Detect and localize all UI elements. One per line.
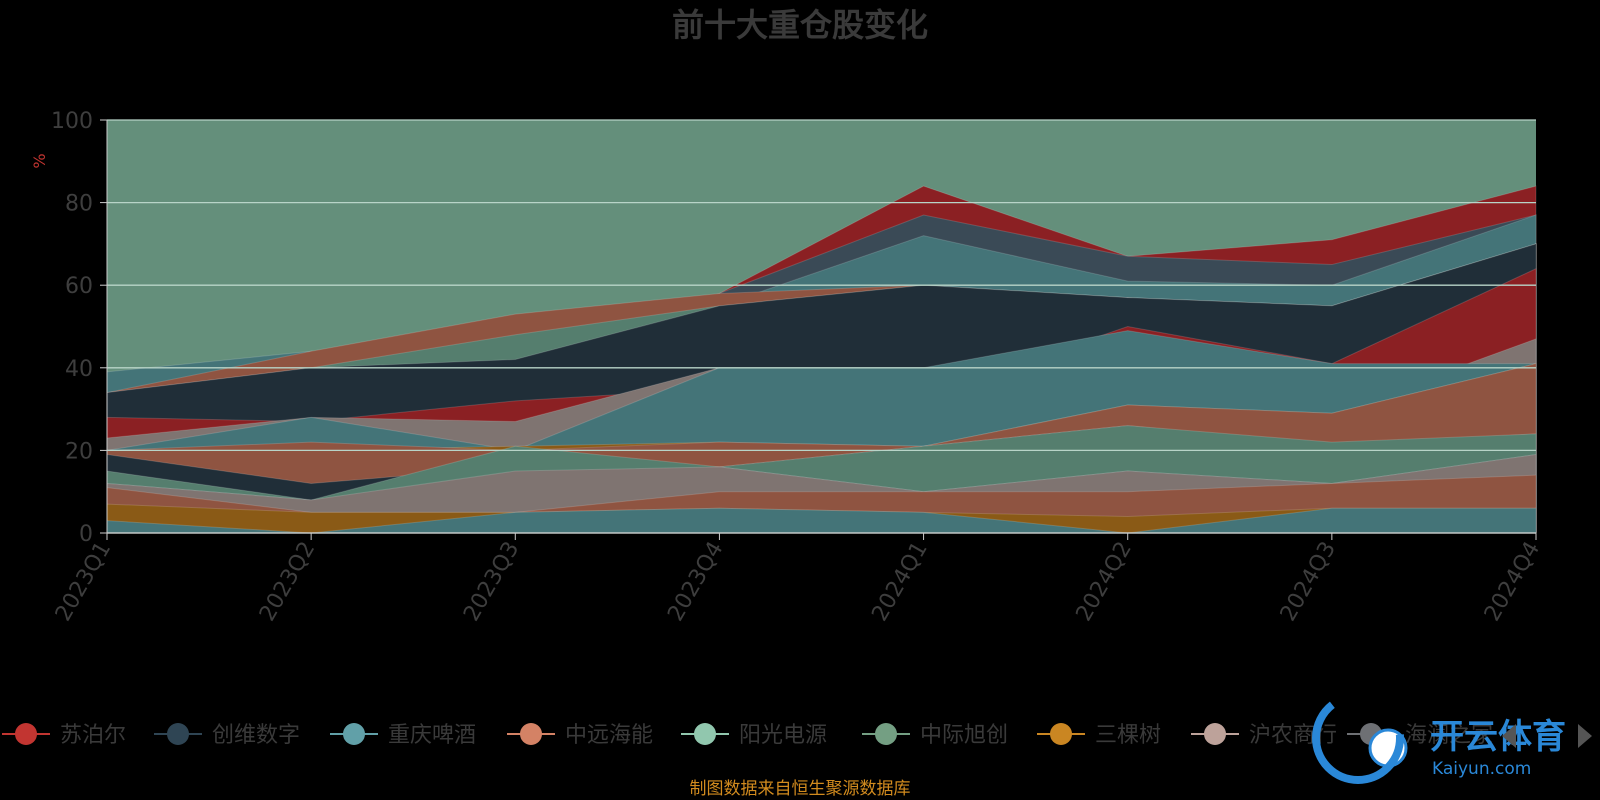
legend-marker-icon	[15, 723, 37, 745]
legend-next-arrow-icon[interactable]	[1578, 724, 1592, 748]
x-tick-label: 2024Q1	[867, 538, 932, 626]
x-tick-label: 2024Q2	[1072, 538, 1137, 626]
x-tick-label: 2024Q4	[1480, 538, 1545, 626]
legend-label: 阳光电源	[739, 723, 827, 748]
legend-item[interactable]: 中远海能	[507, 723, 653, 748]
legend-item[interactable]: 创维数字	[154, 723, 300, 748]
x-tick-label: 2023Q2	[255, 538, 320, 626]
legend-label: 中际旭创	[920, 723, 1008, 748]
legend-marker-icon	[520, 723, 542, 745]
x-tick-label: 2023Q1	[51, 538, 116, 626]
legend-marker-icon	[694, 723, 716, 745]
legend-marker-icon	[1050, 723, 1072, 745]
legend-item[interactable]: 重庆啤酒	[330, 723, 476, 748]
y-tick-label: 60	[65, 274, 93, 299]
legend-item[interactable]: 中际旭创	[862, 723, 1008, 748]
legend-marker-icon	[343, 723, 365, 745]
source-footnote: 制图数据来自恒生聚源数据库	[690, 779, 911, 799]
logo-ring-icon	[1312, 692, 1404, 784]
legend-item[interactable]: 沪农商行	[1191, 723, 1337, 748]
legend-prev-arrow-icon[interactable]	[1502, 724, 1516, 748]
legend-label: 创维数字	[212, 723, 300, 748]
legend-item[interactable]: 三棵树	[1037, 723, 1161, 748]
legend[interactable]: 苏泊尔 创维数字 重庆啤酒 中远海能 阳光电源 中际旭创 三棵树 沪农商行 海澜之家	[2, 723, 1493, 748]
watermark-logo: 开云体育 Kaiyun.com	[1312, 692, 1566, 784]
watermark-subtext: Kaiyun.com	[1432, 759, 1531, 779]
watermark-text: 开云体育	[1430, 717, 1566, 757]
x-tick-label: 2023Q4	[663, 538, 728, 626]
legend-label: 三棵树	[1095, 723, 1161, 748]
legend-marker-icon	[875, 723, 897, 745]
legend-marker-icon	[167, 723, 189, 745]
legend-label: 重庆啤酒	[388, 723, 476, 748]
legend-item[interactable]: 苏泊尔	[2, 723, 126, 748]
legend-item[interactable]: 海澜之家	[1347, 723, 1493, 748]
legend-label: 中远海能	[565, 723, 653, 748]
x-tick-label: 2023Q3	[459, 538, 524, 626]
legend-label: 苏泊尔	[60, 723, 126, 748]
legend-pager[interactable]	[1502, 724, 1592, 748]
legend-marker-icon	[1204, 723, 1226, 745]
legend-label: 海澜之家	[1405, 723, 1493, 748]
legend-label: 沪农商行	[1249, 723, 1337, 748]
y-axis: 0 20 40 60 80 100	[51, 109, 108, 547]
y-tick-label: 100	[51, 109, 93, 134]
x-axis: 2023Q1 2023Q2 2023Q3 2023Q4 2024Q1 2024Q2 2024…	[51, 532, 1545, 626]
y-tick-label: 80	[65, 192, 93, 217]
legend-item[interactable]: 阳光电源	[681, 723, 827, 748]
y-axis-unit: %	[30, 153, 49, 168]
x-tick-label: 2024Q3	[1276, 538, 1341, 626]
y-tick-label: 40	[65, 357, 93, 382]
chart-title: 前十大重仓股变化	[672, 6, 928, 44]
y-tick-label: 0	[79, 522, 93, 547]
y-tick-label: 20	[65, 439, 93, 464]
area-series-group	[106, 185, 1537, 534]
